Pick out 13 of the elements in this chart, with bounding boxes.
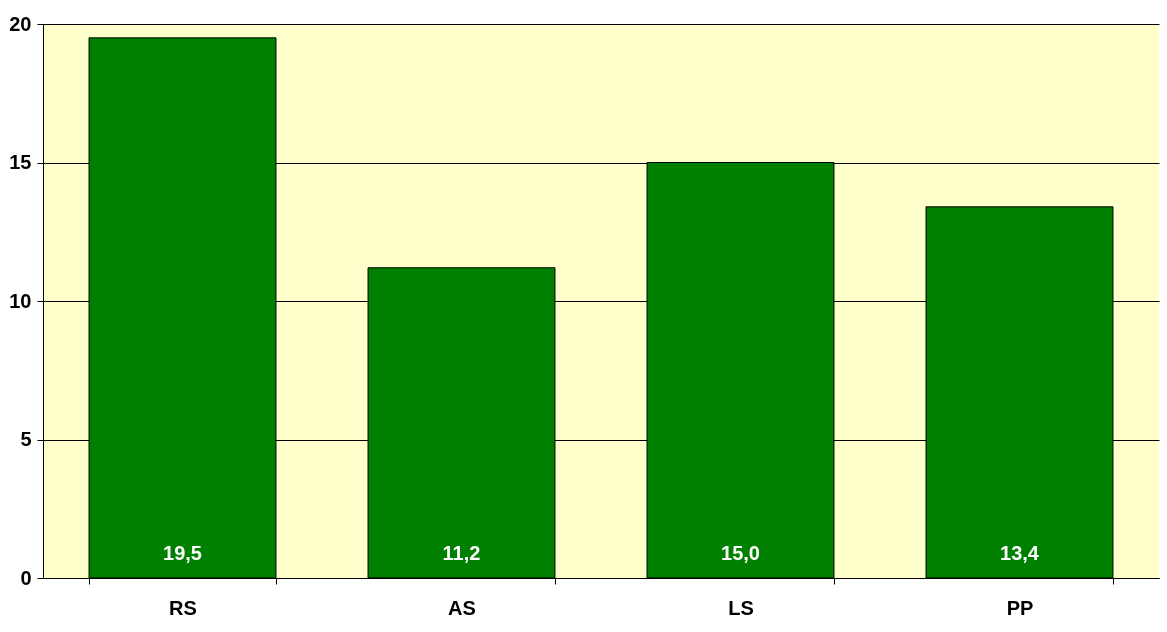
x-tick-label: LS — [728, 596, 754, 619]
y-tick-label: 0 — [20, 566, 32, 589]
y-tick-label: 5 — [20, 428, 32, 450]
x-tick-label: RS — [169, 596, 197, 619]
y-tick-label: 15 — [9, 151, 32, 173]
y-tick-label: 10 — [9, 289, 32, 312]
x-tick-label: PP — [1006, 596, 1034, 619]
y-tick-label: 20 — [9, 12, 32, 35]
data-label: 19,5 — [163, 542, 202, 564]
x-tick-label: AS — [448, 596, 476, 619]
data-label: 11,2 — [442, 542, 481, 564]
data-label: 15,0 — [721, 542, 760, 564]
data-label: 13,4 — [1000, 542, 1040, 564]
